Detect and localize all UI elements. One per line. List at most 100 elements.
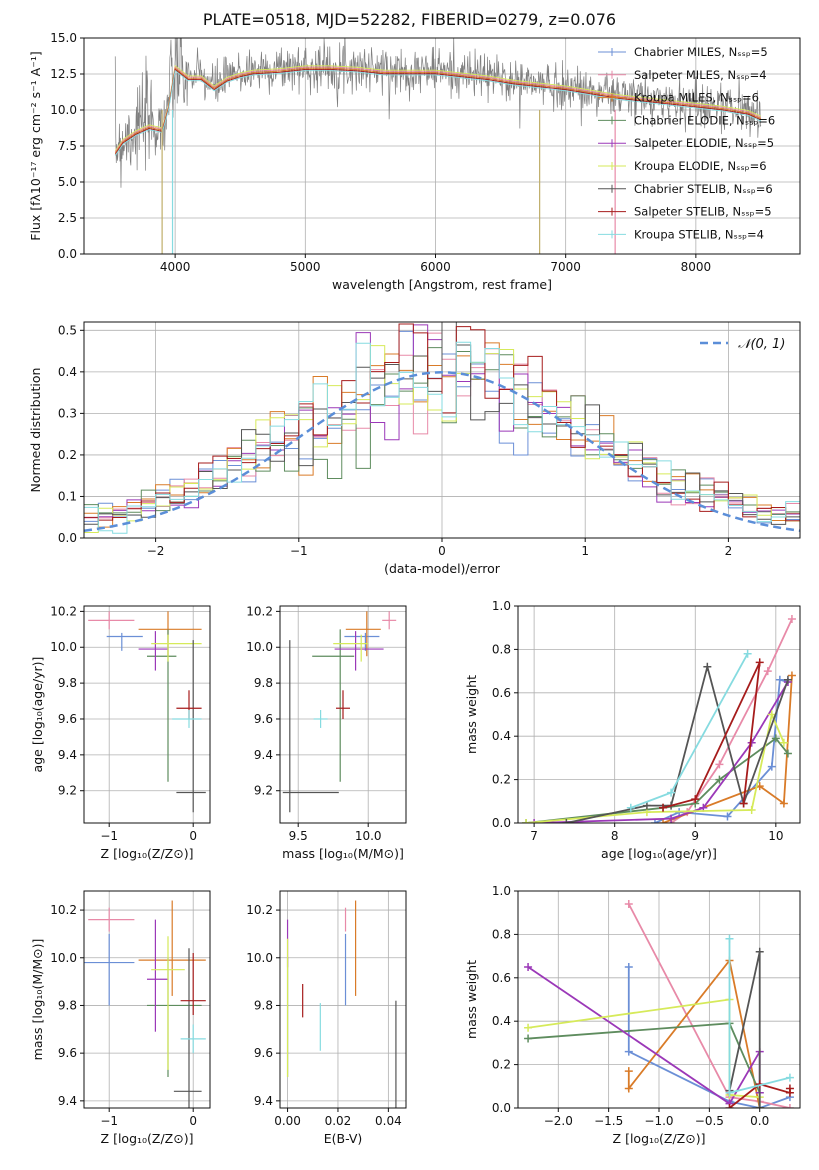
y-tick-label: 0.8 [492,642,511,656]
weight-marker [779,738,788,747]
axes-frame [279,890,407,1109]
x-tick-label: −1 [100,829,118,843]
y-tick-label: 0.4 [492,729,511,743]
x-tick-label: 7000 [550,260,581,274]
y-tick-label: 9.4 [254,1094,273,1108]
axes-frame [517,890,801,1109]
weight-marker [624,1084,633,1093]
axes-frame [517,605,801,824]
x-axis-label: E(B-V) [324,1131,363,1146]
plot-area-age-vs-z [88,611,206,813]
x-tick-label: 7 [530,829,538,843]
legend-label: Chabrier MILES, Nₛₛₚ=5 [634,45,768,59]
y-tick-label: 0.6 [492,686,511,700]
weight-marker [785,1104,794,1108]
y-tick-label: 9.2 [254,784,273,798]
weight-marker [624,962,633,971]
y-tick-label: 15.0 [50,31,77,45]
x-axis-label: wavelength [Angstrom, rest frame] [332,277,552,292]
x-tick-label: −1 [100,1114,118,1128]
x-tick-label: −2.0 [544,1114,573,1128]
weight-series [527,998,760,1099]
weight-marker [659,803,668,812]
x-tick-label: 10.0 [355,829,382,843]
x-axis-label: Z [log₁₀(Z/Z⊙)] [613,1131,706,1146]
y-tick-label: 0.2 [58,448,77,462]
y-tick-label: 9.4 [58,1094,77,1108]
x-axis-label: Z [log₁₀(Z/Z⊙)] [101,1131,194,1146]
y-tick-label: 10.2 [50,903,77,917]
plot-area-massweight-vs-z [524,900,794,1108]
y-axis-label: Flux [fλ10⁻¹⁷ erg cm⁻² s⁻¹ A⁻¹] [28,51,43,240]
y-axis-label: age [log₁₀(age/yr)] [30,657,45,773]
y-tick-label: 0.1 [58,489,77,503]
y-tick-label: 10.0 [246,640,273,654]
weight-marker [715,760,724,769]
weight-marker [779,799,788,808]
weight-marker [524,962,533,971]
x-tick-label: 2 [725,544,733,558]
y-axis-label: mass weight [464,675,479,754]
y-tick-label: 7.5 [58,139,77,153]
axes-frame [83,321,801,539]
y-tick-label: 0.0 [492,816,511,830]
weight-marker [524,1023,533,1032]
weight-marker [785,1084,794,1093]
histogram-series [84,322,800,525]
x-tick-label: 1 [581,544,589,558]
y-axis-label: Normed distribution [28,368,43,493]
y-tick-label: 10.0 [246,951,273,965]
model-spectrum [114,65,762,152]
weight-marker [739,799,748,808]
weight-series [662,662,761,809]
weight-marker [783,675,792,684]
weight-marker [691,795,700,804]
weight-marker [767,710,776,719]
weight-marker [755,658,764,667]
axes-frame [83,605,211,824]
x-tick-label: 0 [189,1114,197,1128]
y-tick-label: 9.6 [58,712,77,726]
weight-series [627,903,791,1108]
weight-marker [659,819,668,823]
y-tick-label: 9.4 [254,748,273,762]
x-tick-label: 0 [438,544,446,558]
legend-label: Kroupa MILES, Nₛₛₚ=6 [634,91,759,105]
weight-series [528,1022,761,1108]
y-tick-label: 9.6 [58,1046,77,1060]
model-spectrum [114,69,762,156]
model-spectrum [114,68,762,155]
y-tick-label: 0.2 [492,1058,511,1072]
x-tick-label: 10 [768,829,783,843]
plot-area-age-vs-mass [282,611,397,813]
y-tick-label: 0.6 [492,971,511,985]
x-tick-label: 9 [691,829,699,843]
x-tick-label: 5000 [290,260,321,274]
y-tick-label: 9.6 [254,712,273,726]
y-tick-label: 9.8 [254,998,273,1012]
legend-label: 𝒩(0, 1) [738,337,785,352]
weight-marker [624,1047,633,1056]
weight-marker [667,814,676,823]
weight-marker [763,667,772,676]
weight-marker [723,812,732,821]
weight-marker [787,671,796,680]
x-tick-label: −2 [147,544,165,558]
y-tick-label: 10.0 [50,103,77,117]
weight-marker [785,1073,794,1082]
x-tick-label: 0 [189,829,197,843]
y-tick-label: 0.0 [492,1101,511,1115]
y-tick-label: 0.5 [58,323,77,337]
page-title: PLATE=0518, MJD=52282, FIBERID=0279, z=0… [202,10,617,29]
x-tick-label: 0.0 [750,1114,769,1128]
x-tick-label: 4000 [160,260,191,274]
weight-marker [650,819,659,823]
plot-area-residuals [84,322,800,534]
y-tick-label: 0.2 [492,773,511,787]
y-axis-label: mass [log₁₀(M/M⊙)] [30,939,45,1061]
x-tick-label: 0.04 [375,1114,402,1128]
y-tick-label: 0.4 [492,1014,511,1028]
legend-label: Chabrier STELIB, Nₛₛₚ=6 [634,182,773,196]
weight-marker [642,801,651,810]
